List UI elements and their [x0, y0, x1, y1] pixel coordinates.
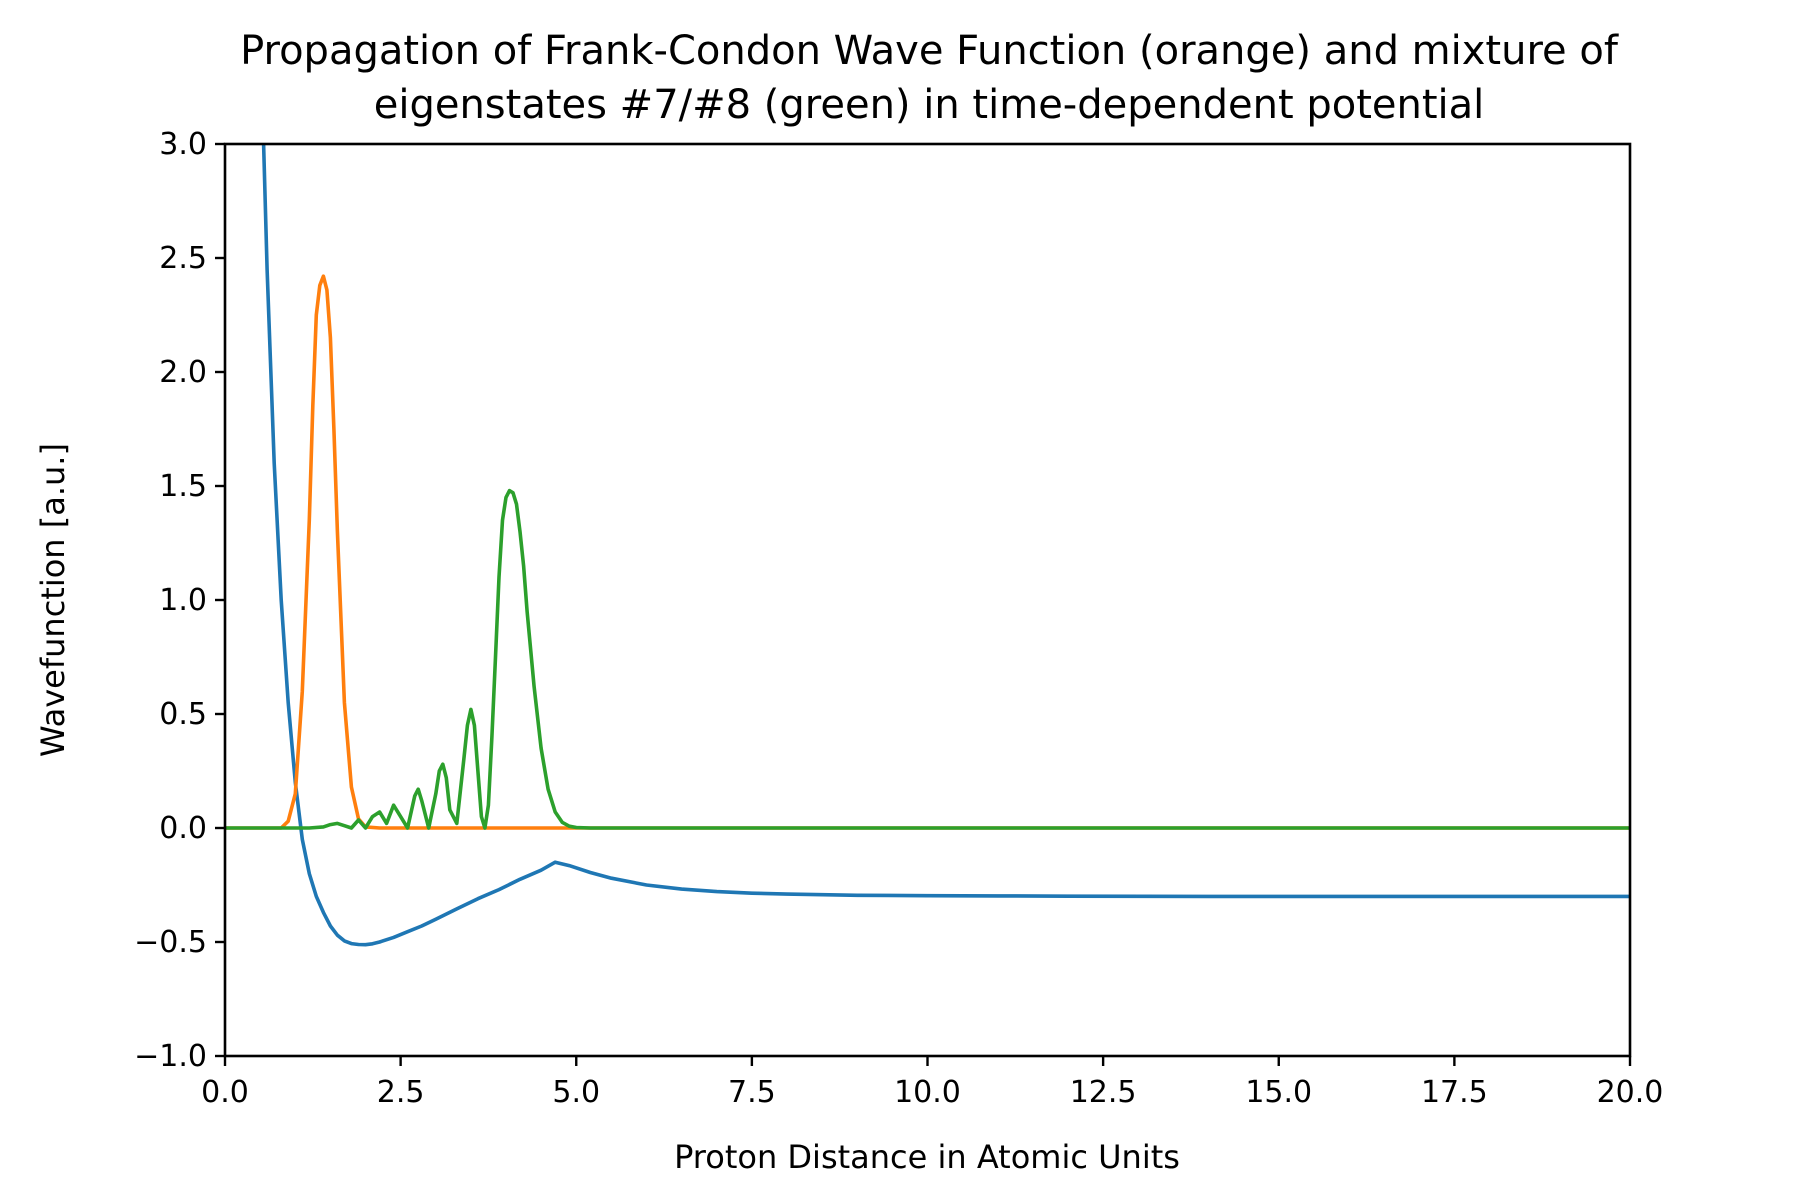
- x-tick-label: 20.0: [1597, 1075, 1664, 1110]
- x-tick-label: 10.0: [894, 1075, 961, 1110]
- x-tick-label: 2.5: [377, 1075, 425, 1110]
- y-tick-label: 3.0: [159, 127, 207, 162]
- y-tick-label: 0.0: [159, 811, 207, 846]
- y-tick-label: 1.0: [159, 583, 207, 618]
- x-tick-label: 15.0: [1245, 1075, 1312, 1110]
- y-tick-label: 2.5: [159, 241, 207, 276]
- series-layer: [225, 144, 1630, 947]
- chart-title-line-2: eigenstates #7/#8 (green) in time-depend…: [374, 82, 1485, 128]
- x-axis-label: Proton Distance in Atomic Units: [674, 1138, 1180, 1176]
- x-tick-label: 17.5: [1421, 1075, 1488, 1110]
- y-tick-label: 0.5: [159, 697, 207, 732]
- x-axis: 0.0 2.5 5.0 7.5 10.0 12.5 15.0 17.5 20.0: [201, 1056, 1663, 1110]
- x-tick-label: 5.0: [552, 1075, 600, 1110]
- y-tick-label: 2.0: [159, 355, 207, 390]
- y-axis-label: Wavefunction [a.u.]: [34, 443, 72, 757]
- x-tick-label: 7.5: [728, 1075, 776, 1110]
- series-line-potential-curve: [261, 144, 1630, 947]
- x-tick-label: 12.5: [1070, 1075, 1137, 1110]
- series-line-frank-condon-wavefunction: [225, 274, 1630, 830]
- y-tick-label: −0.5: [134, 925, 207, 960]
- y-tick-label: −1.0: [134, 1039, 207, 1074]
- chart-title-line-1: Propagation of Frank-Condon Wave Functio…: [240, 28, 1619, 74]
- series-line-eigenstate-mixture-wavefunction: [225, 488, 1630, 830]
- x-tick-label: 0.0: [201, 1075, 249, 1110]
- y-axis: −1.0 −0.5 0.0 0.5 1.0 1.5 2.0 2.5 3.0: [134, 127, 225, 1074]
- y-tick-label: 1.5: [159, 469, 207, 504]
